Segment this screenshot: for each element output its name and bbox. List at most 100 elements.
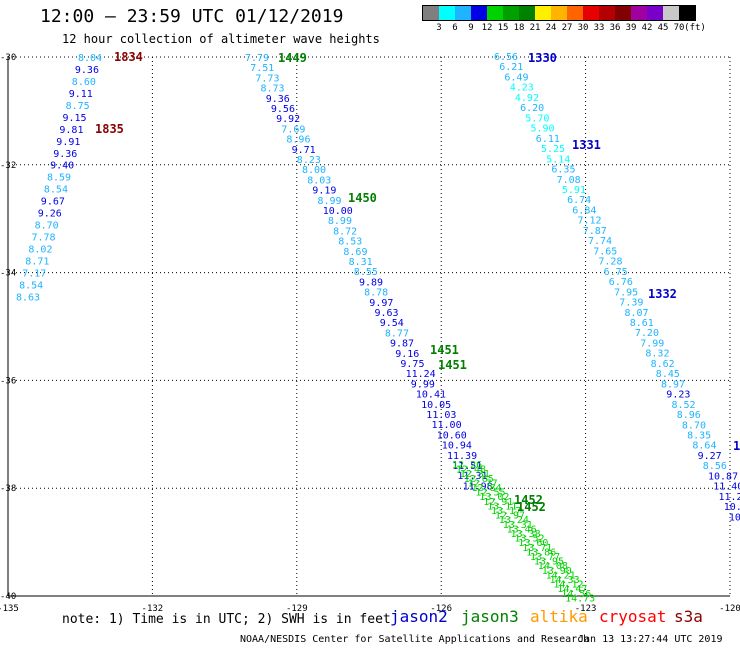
swh-value-label: 10 xyxy=(729,512,740,523)
swh-value-label: 12.26 xyxy=(452,460,482,471)
swh-value-label: 7.79 xyxy=(245,53,269,64)
swh-value-label: 9.40 xyxy=(50,161,74,172)
swh-value-label: 9.89 xyxy=(359,277,383,288)
swh-value-label: 8.55 xyxy=(354,267,378,278)
swh-value-label: 10.87 xyxy=(708,471,738,482)
swh-value-label: 6.49 xyxy=(504,73,528,84)
swh-value-label: 7.87 xyxy=(583,226,607,237)
swh-value-label: 12.91 xyxy=(483,497,513,508)
scale-swatch xyxy=(567,6,583,20)
swh-value-label: 8.71 xyxy=(25,257,49,268)
pass-number-label: 1452 xyxy=(517,500,546,514)
pass-number-label: 1332 xyxy=(648,287,677,301)
scale-swatch xyxy=(471,6,487,20)
scale-swatch xyxy=(647,6,663,20)
swh-value-label: 9.26 xyxy=(38,209,62,220)
swh-value-label: 9.81 xyxy=(59,125,83,136)
swh-value-label: 11.51 xyxy=(452,461,482,472)
scale-label: 33 xyxy=(593,23,605,33)
swh-value-label: 8.23 xyxy=(297,155,321,166)
swh-value-label: 7.51 xyxy=(250,63,274,74)
pass-number-label: 1330 xyxy=(528,51,557,65)
swh-value-label: 9.75 xyxy=(400,359,424,370)
swh-value-label: 7.69 xyxy=(281,124,305,135)
scale-label: 3 xyxy=(436,23,442,33)
swh-value-label: 8.32 xyxy=(645,349,669,360)
scale-swatch xyxy=(615,6,631,20)
swh-value-label: 9.54 xyxy=(380,318,404,329)
pass-number-label: 1 xyxy=(733,439,740,453)
swh-value-label: 11.98 xyxy=(463,481,493,492)
scale-swatch xyxy=(583,6,599,20)
swh-value-label: 11.31 xyxy=(457,471,487,482)
swh-value-label: 12.31 xyxy=(460,469,490,480)
swh-value-label: 8.78 xyxy=(364,288,388,299)
swh-value-label: 9.36 xyxy=(266,94,290,105)
swh-value-label: 8.64 xyxy=(692,441,716,452)
swh-value-label: 13.60 xyxy=(518,538,548,549)
swh-value-label: 8.54 xyxy=(19,280,43,291)
page-title: 12:00 – 23:59 UTC 01/12/2019 xyxy=(40,6,344,27)
scale-label: 70 xyxy=(673,23,685,33)
swh-value-label: 11.40 xyxy=(713,482,740,493)
swh-value-label: 8.70 xyxy=(682,420,706,431)
latitude-tick-label: -38 xyxy=(0,484,16,494)
swh-value-label: 8.72 xyxy=(333,226,357,237)
swh-value-label: 8.99 xyxy=(328,216,352,227)
longitude-tick-label: -132 xyxy=(142,604,164,614)
latitude-tick-label: -36 xyxy=(0,376,16,386)
latitude-tick-label: -30 xyxy=(0,53,16,63)
swh-value-label: 12.48 xyxy=(456,465,486,476)
scale-label: 18 xyxy=(513,23,525,33)
scale-swatch xyxy=(439,6,455,20)
swh-value-label: 13.02 xyxy=(479,492,509,503)
swh-value-label: 8.77 xyxy=(385,328,409,339)
generated-timestamp: Jan 13 13:27:44 UTC 2019 xyxy=(578,634,723,645)
swh-value-label: 9.63 xyxy=(375,308,399,319)
swh-value-label: 6.20 xyxy=(520,103,544,114)
swh-value-label: 8.56 xyxy=(703,461,727,472)
swh-value-label: 6.56 xyxy=(494,52,518,63)
swh-value-label: 6.21 xyxy=(499,62,523,73)
swh-value-label: 6.76 xyxy=(609,277,633,288)
scale-unit-label: (ft) xyxy=(684,23,706,33)
swh-value-label: 9.36 xyxy=(75,65,99,76)
swh-value-label: 8.59 xyxy=(47,173,71,184)
swh-value-label: 11.00 xyxy=(432,420,462,431)
scale-label: 30 xyxy=(577,23,589,33)
swh-value-label: 9.23 xyxy=(666,390,690,401)
color-scale-labels: 3 6 9 12 15 18 21 24 27 30 33 36 39 42 45 70 (ft) xyxy=(422,21,706,35)
swh-value-label: 7.20 xyxy=(635,328,659,339)
swh-value-label: 8.07 xyxy=(625,308,649,319)
swh-value-label: 5.70 xyxy=(525,113,549,124)
swh-value-label: 8.61 xyxy=(630,318,654,329)
longitude-tick-label: -135 xyxy=(0,604,19,614)
wave-height-color-scale: 3 6 9 12 15 18 21 24 27 30 33 36 39 42 45 70 (ft) xyxy=(422,5,706,35)
swh-value-label: 8.60 xyxy=(72,77,96,88)
swh-value-label: 8.63 xyxy=(16,292,40,303)
swh-value-label: 12.97 xyxy=(495,511,525,522)
scale-swatch xyxy=(631,6,647,20)
swh-value-label: 8.35 xyxy=(687,431,711,442)
swh-value-label: 8.75 xyxy=(66,101,90,112)
swh-value-label: 9.91 xyxy=(56,137,80,148)
swh-value-label: 6.35 xyxy=(551,165,575,176)
swh-value-label: 13.86 xyxy=(526,547,556,558)
latitude-tick-label: -32 xyxy=(0,161,16,171)
swh-value-label: 11.2 xyxy=(719,492,740,503)
scale-swatch xyxy=(663,6,679,20)
swh-value-label: 7.73 xyxy=(255,73,279,84)
scale-label: 39 xyxy=(625,23,637,33)
swh-value-label: 11.03 xyxy=(426,410,456,421)
swh-value-label: 10.00 xyxy=(323,206,353,217)
scale-label: 9 xyxy=(468,23,474,33)
swh-value-label: 8.62 xyxy=(651,359,675,370)
swh-value-label: 9.16 xyxy=(395,349,419,360)
swh-value-label: 13.17 xyxy=(491,506,521,517)
legend-item-s3a: s3a xyxy=(674,607,703,626)
swh-value-label: 9.36 xyxy=(53,149,77,160)
swh-value-label: 4.23 xyxy=(510,83,534,94)
swh-value-label: 9.71 xyxy=(292,145,316,156)
swh-value-label: 14.47 xyxy=(557,584,587,595)
